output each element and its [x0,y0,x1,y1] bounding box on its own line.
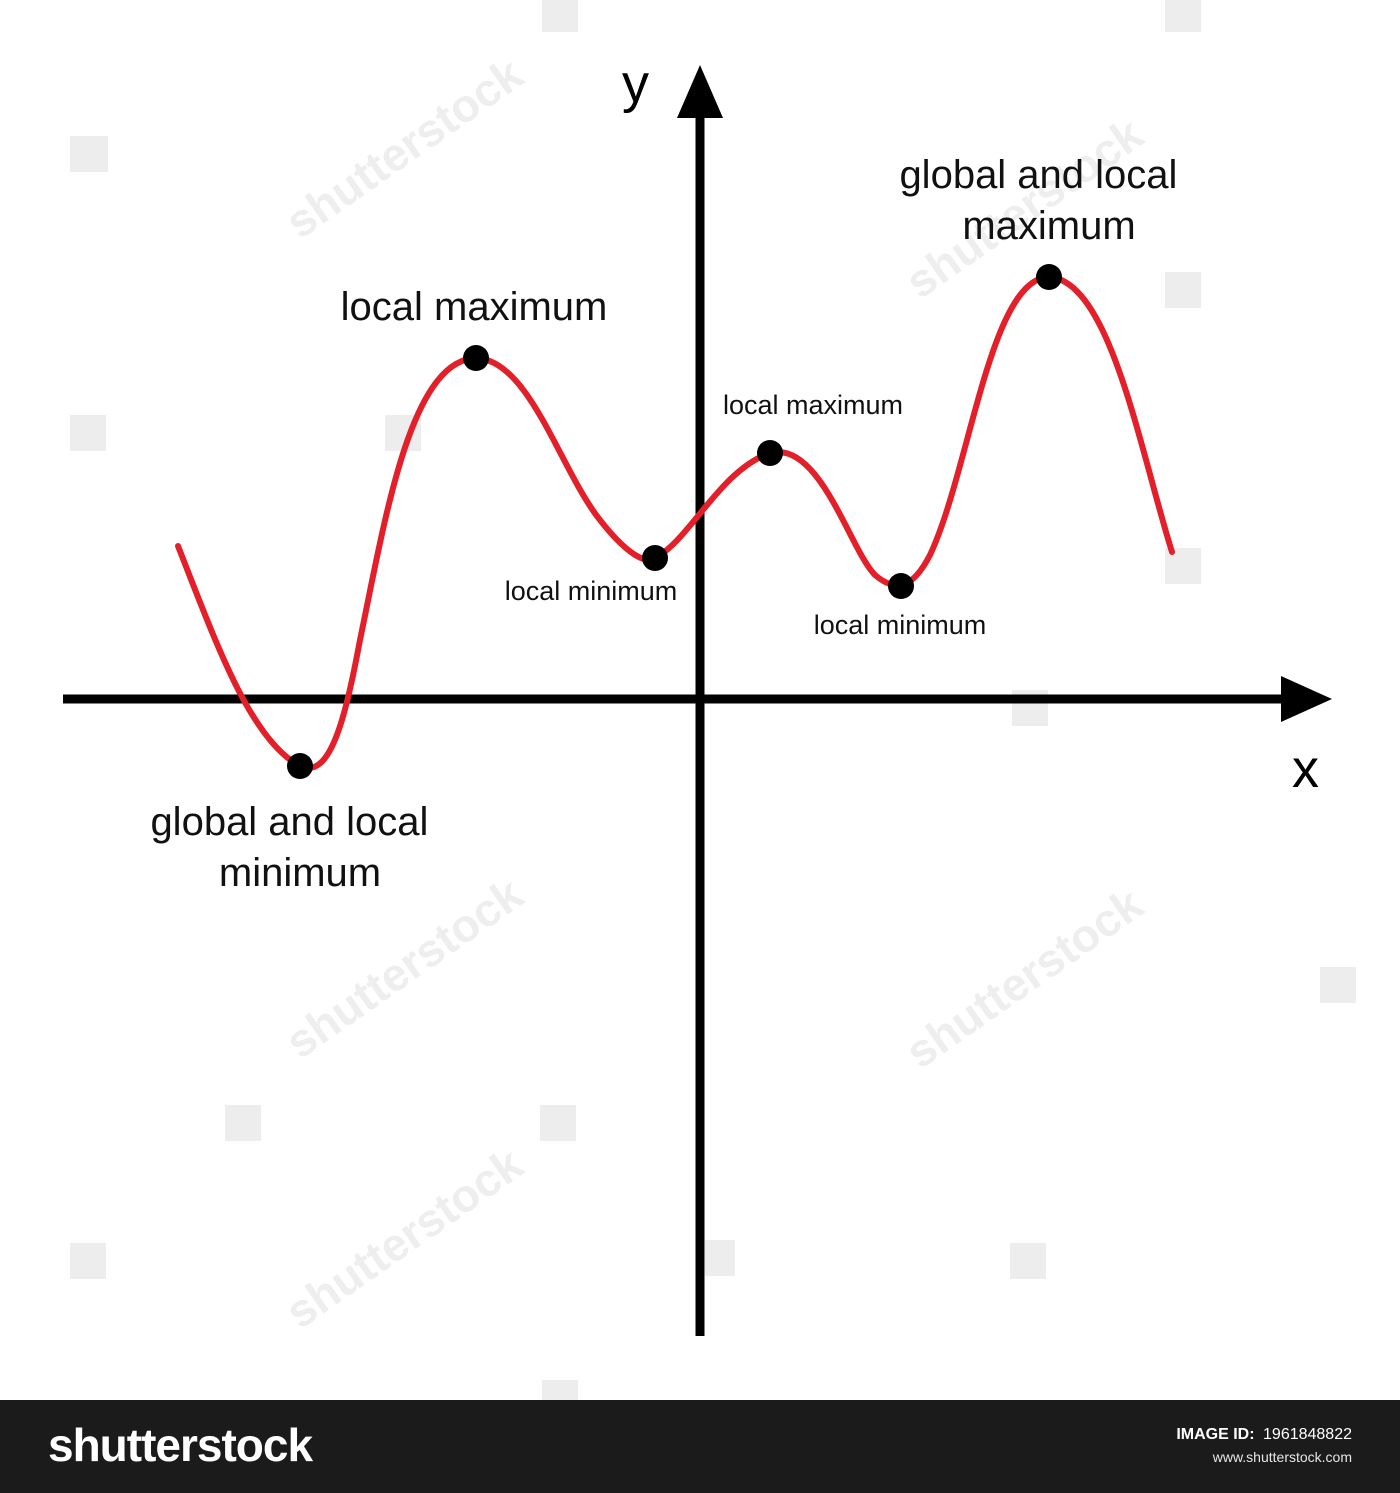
diagram-canvas: shutterstock shutterstock shutterstock s… [63,0,1356,1400]
extrema-points [287,264,1062,779]
image-id-value: 1961848822 [1263,1426,1352,1443]
y-axis-arrowhead [677,65,723,118]
watermark-icon [1165,272,1201,308]
local-minimum-label: local minimum [505,576,678,606]
watermark-text: shutterstock [276,867,532,1068]
watermark-icon [70,1243,106,1279]
site-url: www.shutterstock.com [1212,1449,1352,1465]
annotations: global and local minimum local maximum l… [150,153,1188,895]
watermark-icon [1320,967,1356,1003]
watermark-icon [1165,0,1201,32]
local-maximum-label: local maximum [723,390,903,420]
global-minimum-point [287,753,313,779]
brand-logo: shutterstock [48,1419,313,1471]
local-maximum-point [463,345,489,371]
watermark-icon [70,136,108,172]
watermark-icon [70,415,106,451]
local-minimum-label: local minimum [814,610,987,640]
stock-footer-bar: shutterstock IMAGE ID: 1961848822 www.sh… [0,1400,1400,1493]
x-axis-label: x [1292,739,1319,799]
y-axis-label: y [622,54,649,114]
watermark-icon [1010,1243,1046,1279]
image-meta: IMAGE ID: 1961848822 www.shutterstock.co… [1176,1424,1352,1468]
x-axis-arrowhead [1281,676,1332,722]
watermark-icon [705,1240,735,1276]
global-maximum-point [1036,264,1062,290]
global-maximum-label: global and local maximum [899,153,1188,248]
extrema-diagram: shutterstock shutterstock shutterstock s… [63,0,1356,1400]
watermark-text: shutterstock [276,47,532,248]
watermark-text: shutterstock [276,1137,532,1338]
watermark-icon [542,0,578,32]
image-id-row: IMAGE ID: 1961848822 [1176,1424,1352,1446]
image-id-label: IMAGE ID: [1176,1426,1255,1443]
watermark-text: shutterstock [896,877,1152,1078]
local-maximum-point [757,440,783,466]
global-minimum-label: global and local minimum [150,800,439,895]
axes: x y [63,54,1332,1336]
local-minimum-point [888,573,914,599]
watermark-icon [540,1105,576,1141]
local-maximum-label: local maximum [341,285,608,329]
watermark-icon [542,1380,578,1400]
local-minimum-point [642,545,668,571]
watermark-icon [225,1105,261,1141]
